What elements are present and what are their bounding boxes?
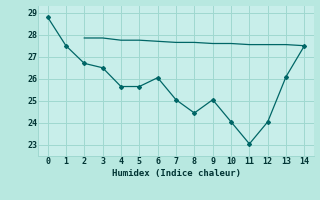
X-axis label: Humidex (Indice chaleur): Humidex (Indice chaleur) bbox=[111, 169, 241, 178]
